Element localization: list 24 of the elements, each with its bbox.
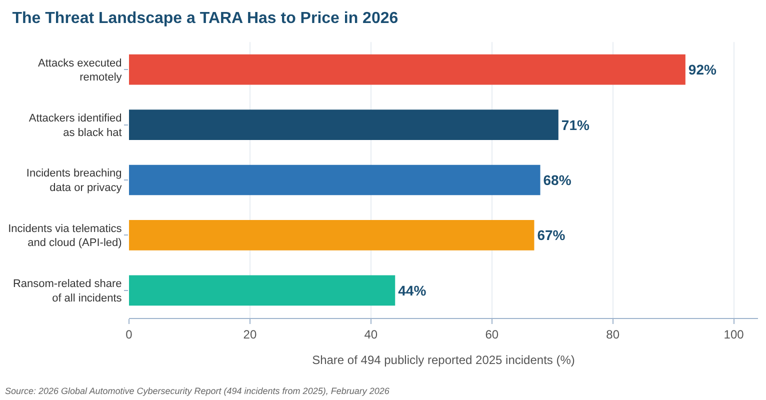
x-axis-title: Share of 494 publicly reported 2025 incidents (%) [312,353,575,367]
chart-title: The Threat Landscape a TARA Has to Price in 2026 [12,10,398,28]
bar [129,275,396,306]
bar [129,164,540,196]
x-tick-label: 100 [724,327,744,342]
data-label: 71% [561,116,590,133]
x-tick-label: 80 [606,327,620,342]
bar [129,54,686,85]
x-tick-label: 0 [126,327,133,342]
x-tick-label: 40 [364,327,378,342]
bar [129,110,558,140]
y-tick-label: Attackers identified as black hat [28,112,122,139]
y-tick-label: Attacks executed remotely [38,57,122,84]
x-tick-label: 20 [243,327,257,342]
y-tick-label: Incidents via telematics and cloud (API-led) [8,222,122,250]
x-tick-label: 60 [485,327,499,342]
data-label: 44% [398,282,427,298]
data-label: 68% [543,172,572,188]
y-tick-label: Ransom-related share of all incidents [12,278,122,304]
data-label: 67% [537,227,566,244]
data-label: 92% [688,62,717,78]
bar [129,220,534,250]
source-note: Source: 2026 Global Automotive Cybersecurity Report (494 incidents from 2025), February 2026 [5,386,390,396]
y-tick-label: Incidents breaching data or privacy [26,168,122,194]
